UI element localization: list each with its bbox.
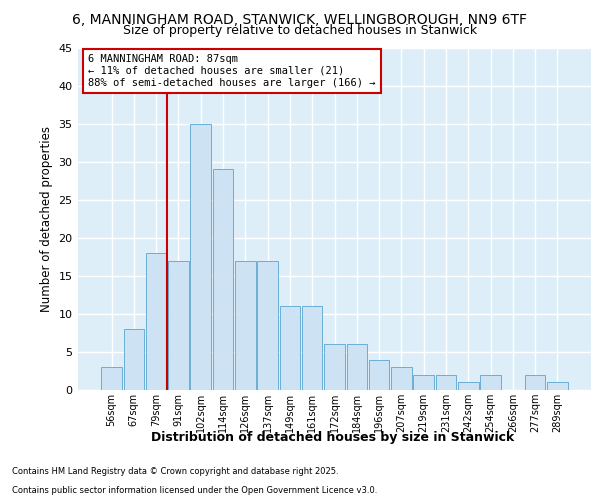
Text: 6, MANNINGHAM ROAD, STANWICK, WELLINGBOROUGH, NN9 6TF: 6, MANNINGHAM ROAD, STANWICK, WELLINGBOR… bbox=[73, 12, 527, 26]
Bar bbox=[547, 382, 568, 390]
Bar bbox=[436, 375, 456, 390]
Bar bbox=[347, 344, 367, 390]
Text: Distribution of detached houses by size in Stanwick: Distribution of detached houses by size … bbox=[151, 431, 515, 444]
Bar bbox=[235, 260, 256, 390]
Bar bbox=[324, 344, 345, 390]
Text: Contains HM Land Registry data © Crown copyright and database right 2025.: Contains HM Land Registry data © Crown c… bbox=[12, 467, 338, 476]
Bar bbox=[168, 260, 189, 390]
Bar bbox=[413, 375, 434, 390]
Bar bbox=[369, 360, 389, 390]
Text: Contains public sector information licensed under the Open Government Licence v3: Contains public sector information licen… bbox=[12, 486, 377, 495]
Bar bbox=[146, 253, 166, 390]
Bar bbox=[302, 306, 322, 390]
Bar bbox=[280, 306, 300, 390]
Bar bbox=[480, 375, 501, 390]
Bar bbox=[257, 260, 278, 390]
Bar bbox=[190, 124, 211, 390]
Bar bbox=[124, 329, 144, 390]
Bar bbox=[213, 170, 233, 390]
Bar bbox=[458, 382, 479, 390]
Bar bbox=[101, 367, 122, 390]
Bar bbox=[391, 367, 412, 390]
Bar bbox=[525, 375, 545, 390]
Text: 6 MANNINGHAM ROAD: 87sqm
← 11% of detached houses are smaller (21)
88% of semi-d: 6 MANNINGHAM ROAD: 87sqm ← 11% of detach… bbox=[88, 54, 376, 88]
Y-axis label: Number of detached properties: Number of detached properties bbox=[40, 126, 53, 312]
Text: Size of property relative to detached houses in Stanwick: Size of property relative to detached ho… bbox=[123, 24, 477, 37]
